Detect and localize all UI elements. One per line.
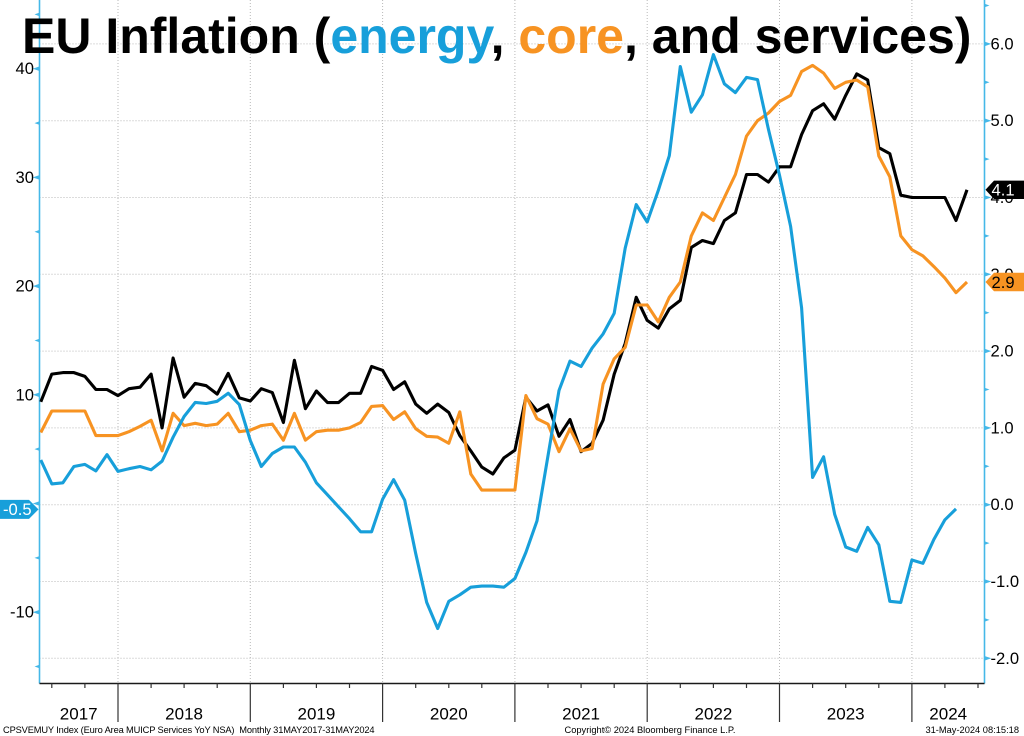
svg-text:10: 10 <box>16 385 34 404</box>
svg-text:Copyright© 2024 Bloomberg Fina: Copyright© 2024 Bloomberg Finance L.P. <box>564 725 735 735</box>
svg-text:2018: 2018 <box>165 705 203 724</box>
svg-text:1.0: 1.0 <box>991 418 1014 437</box>
svg-text:-0.5: -0.5 <box>3 500 32 519</box>
svg-text:4.1: 4.1 <box>992 181 1015 200</box>
svg-text:EU Inflation (energy, core, an: EU Inflation (energy, core, and services… <box>22 8 971 64</box>
svg-text:20: 20 <box>16 277 34 296</box>
svg-text:-10: -10 <box>10 603 34 622</box>
svg-text:-2.0: -2.0 <box>991 649 1020 668</box>
svg-text:2024: 2024 <box>929 705 967 724</box>
svg-text:2023: 2023 <box>827 705 865 724</box>
svg-text:31-May-2024 08:15:18: 31-May-2024 08:15:18 <box>925 725 1019 735</box>
svg-text:2.9: 2.9 <box>992 273 1015 292</box>
svg-text:2021: 2021 <box>562 705 600 724</box>
svg-text:-1.0: -1.0 <box>991 572 1020 591</box>
svg-text:30: 30 <box>16 168 34 187</box>
svg-text:40: 40 <box>16 59 34 78</box>
svg-text:2.0: 2.0 <box>991 342 1014 361</box>
svg-text:2020: 2020 <box>430 705 468 724</box>
svg-text:CPSVEMUY Index (Euro Area MUIC: CPSVEMUY Index (Euro Area MUICP Services… <box>3 725 374 735</box>
svg-text:2022: 2022 <box>694 705 732 724</box>
svg-text:0.0: 0.0 <box>991 495 1014 514</box>
svg-text:2017: 2017 <box>60 705 98 724</box>
svg-text:2019: 2019 <box>297 705 335 724</box>
svg-text:6.0: 6.0 <box>991 34 1014 53</box>
svg-text:5.0: 5.0 <box>991 111 1014 130</box>
